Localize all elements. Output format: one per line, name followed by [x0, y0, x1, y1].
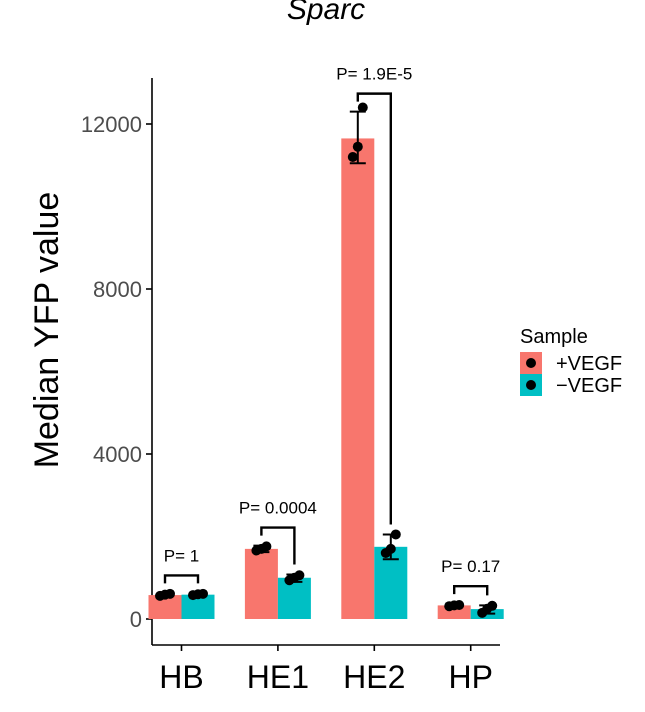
p-value-label: P= 0.0004 — [239, 499, 317, 518]
legend-key-point — [526, 380, 536, 390]
significance-bracket — [356, 92, 392, 525]
data-point — [261, 541, 272, 552]
legend: Sample +VEGF−VEGF — [520, 326, 622, 397]
data-point — [357, 102, 368, 113]
bar — [244, 548, 278, 619]
x-tick-label: HB — [159, 659, 203, 695]
bar — [148, 595, 182, 619]
y-tick-label: 4000 — [93, 442, 142, 467]
bar — [277, 577, 311, 619]
p-value-label: P= 0.17 — [441, 557, 500, 576]
chart-title: Sparc — [287, 0, 365, 26]
p-value-label: P= 1.9E-5 — [336, 65, 412, 84]
data-point — [347, 152, 358, 162]
x-tick-label: HE1 — [247, 659, 309, 695]
significance-bracket — [163, 574, 200, 584]
x-tick-label: HE2 — [343, 659, 405, 695]
y-axis-label: Median YFP value — [28, 192, 66, 469]
data-point — [487, 600, 498, 611]
y-tick-label: 0 — [130, 607, 142, 632]
x-tick-label: HP — [448, 659, 492, 695]
legend-label: +VEGF — [556, 353, 622, 375]
bar — [341, 138, 375, 619]
plot-area: 0 4000 8000 12000 HB P= 1 HE1 P= 0.0004 HE2 P= 1.… — [81, 65, 504, 695]
p-value-label: P= 1 — [164, 546, 199, 565]
significance-bracket — [453, 584, 489, 596]
legend-label: −VEGF — [556, 375, 622, 397]
data-point — [294, 570, 305, 581]
significance-bracket — [260, 526, 296, 565]
data-point — [352, 141, 363, 152]
data-point — [385, 543, 396, 554]
data-point — [454, 599, 465, 610]
data-point — [165, 588, 175, 599]
data-point — [198, 588, 208, 599]
legend-key-point — [526, 358, 536, 368]
data-point — [390, 529, 401, 540]
y-tick-label: 12000 — [81, 112, 142, 137]
y-tick-label: 8000 — [93, 277, 142, 302]
legend-title: Sample — [520, 326, 588, 348]
